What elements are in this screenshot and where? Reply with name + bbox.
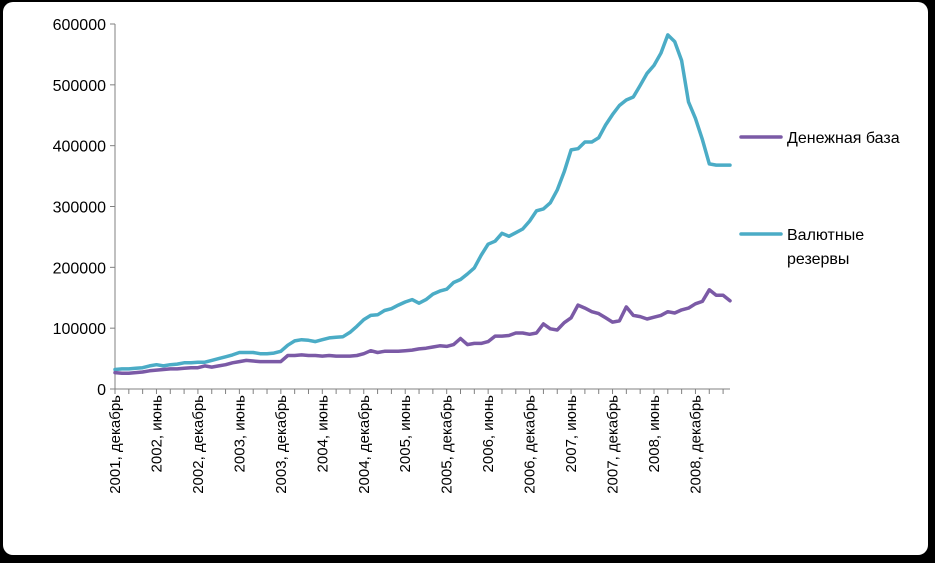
x-tick-label: 2004, декабрь <box>356 395 373 494</box>
y-tick-label: 500000 <box>53 78 106 95</box>
x-tick-label: 2005, июнь <box>397 395 414 473</box>
x-tick-label: 2002, июнь <box>148 395 165 473</box>
series-line-1 <box>113 33 732 372</box>
x-tick-label: 2002, декабрь <box>190 395 207 494</box>
legend: Денежная база Валютные резервы <box>739 130 900 268</box>
y-tick-label: 600000 <box>53 17 106 34</box>
x-tick-label: 2008, июнь <box>646 395 663 473</box>
axes <box>110 23 730 394</box>
legend-label: Денежная база <box>787 130 900 147</box>
series-lines <box>113 33 732 375</box>
y-tick-label: 0 <box>97 382 106 399</box>
x-tick-label: 2003, декабрь <box>273 395 290 494</box>
series-line-0 <box>113 288 732 375</box>
y-tick-label: 300000 <box>53 200 106 217</box>
x-tick-label: 2008, декабрь <box>687 395 704 494</box>
x-tick-label: 2007, декабрь <box>605 395 622 494</box>
x-tick-labels: 2001, декабрь 2002, июнь 2002, декабрь 2003… <box>107 395 704 494</box>
chart-container: 0 100000 200000 300000 400000 500000 600000 20… <box>3 2 928 555</box>
x-tick-label: 2004, июнь <box>314 395 331 473</box>
y-tick-label: 100000 <box>53 321 106 338</box>
y-tick-label: 400000 <box>53 139 106 156</box>
x-tick-label: 2003, июнь <box>231 395 248 473</box>
x-tick-label: 2006, декабрь <box>522 395 539 494</box>
x-tick-label: 2001, декабрь <box>107 395 124 494</box>
y-tick-labels: 0 100000 200000 300000 400000 500000 600000 <box>53 17 106 399</box>
line-chart: 0 100000 200000 300000 400000 500000 600000 20… <box>53 17 900 494</box>
x-tick-label: 2005, декабрь <box>439 395 456 494</box>
legend-label: Валютные резервы <box>787 227 864 268</box>
x-tick-label: 2007, июнь <box>563 395 580 473</box>
y-tick-label: 200000 <box>53 260 106 277</box>
x-tick-label: 2006, июнь <box>480 395 497 473</box>
